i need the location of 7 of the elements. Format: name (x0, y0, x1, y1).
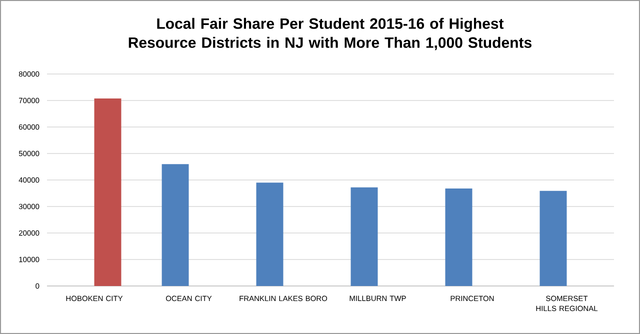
bar (256, 182, 284, 286)
bar (162, 164, 189, 286)
bar (94, 98, 122, 286)
bar (540, 190, 567, 286)
bar (445, 188, 472, 286)
chart-title: Local Fair Share Per Student 2015-16 of Highest Resource Districts in NJ with More Than 1,000 Students (128, 18, 532, 50)
bar (350, 187, 378, 286)
